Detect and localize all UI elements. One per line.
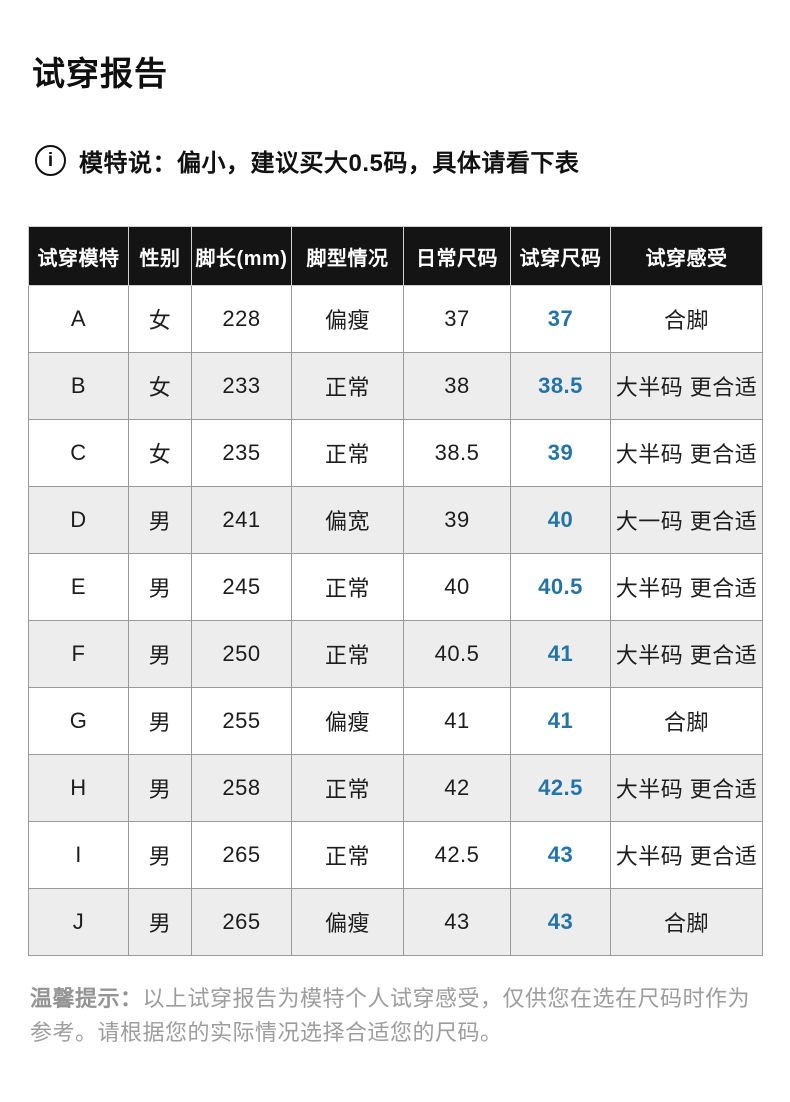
cell: C [28,419,129,487]
cell: 正常 [291,620,404,688]
cell: 241 [191,486,292,554]
cell: 偏瘦 [291,687,404,755]
cell: 39 [403,486,511,554]
cell: 大半码 更合适 [610,620,763,688]
cell: 正常 [291,821,404,889]
cell: 228 [191,285,292,353]
cell: J [28,888,129,956]
cell-fit-size: 40.5 [510,553,611,621]
cell: B [28,352,129,420]
cell: 258 [191,754,292,822]
cell: 男 [128,486,192,554]
cell: G [28,687,129,755]
footer-tip-text: 以上试穿报告为模特个人试穿感受，仅供您在选在尺码时作为参考。请根据您的实际情况选… [30,986,751,1045]
cell: 245 [191,553,292,621]
cell: 40.5 [403,620,511,688]
column-header: 日常尺码 [403,226,511,286]
cell: 男 [128,821,192,889]
page-title: 试穿报告 [32,55,168,92]
cell: 38.5 [403,419,511,487]
cell: 正常 [291,754,404,822]
cell: 大半码 更合适 [610,553,763,621]
table-row: I 男 265 正常 42.5 43 大半码 更合适 [28,821,763,889]
cell: 合脚 [610,285,763,353]
footer-tip-label: 温馨提示： [30,986,143,1011]
cell: A [28,285,129,353]
cell: 女 [128,419,192,487]
column-header: 试穿模特 [28,226,129,286]
info-icon: i [35,145,66,176]
model-notice: i 模特说：偏小，建议买大0.5码，具体请看下表 [28,143,762,178]
cell: 大一码 更合适 [610,486,763,554]
cell-fit-size: 43 [510,888,611,956]
column-header: 脚长(mm) [191,226,292,286]
model-notice-text: 模特说：偏小，建议买大0.5码，具体请看下表 [79,150,580,177]
table-row: E 男 245 正常 40 40.5 大半码 更合适 [28,553,763,621]
cell-fit-size: 38.5 [510,352,611,420]
table-row: J 男 265 偏瘦 43 43 合脚 [28,888,763,956]
cell: 男 [128,687,192,755]
cell: 正常 [291,419,404,487]
column-header: 试穿感受 [610,226,763,286]
cell: I [28,821,129,889]
cell: E [28,553,129,621]
cell: 255 [191,687,292,755]
table-row: B 女 233 正常 38 38.5 大半码 更合适 [28,352,763,420]
cell: 250 [191,620,292,688]
cell: 女 [128,285,192,353]
cell-fit-size: 40 [510,486,611,554]
table-row: C 女 235 正常 38.5 39 大半码 更合适 [28,419,763,487]
cell: 40 [403,553,511,621]
cell: 男 [128,620,192,688]
cell-fit-size: 41 [510,687,611,755]
cell-fit-size: 37 [510,285,611,353]
table-row: D 男 241 偏宽 39 40 大一码 更合适 [28,486,763,554]
cell: 男 [128,754,192,822]
fit-report-table: 试穿模特 性别 脚长(mm) 脚型情况 日常尺码 试穿尺码 试穿感受 A 女 228 偏瘦 37 37… [28,226,763,956]
cell: F [28,620,129,688]
column-header: 脚型情况 [291,226,404,286]
cell: 大半码 更合适 [610,352,763,420]
cell: 43 [403,888,511,956]
cell-fit-size: 39 [510,419,611,487]
table-row: G 男 255 偏瘦 41 41 合脚 [28,687,763,755]
cell: 42 [403,754,511,822]
cell: 男 [128,888,192,956]
cell: 37 [403,285,511,353]
cell: 大半码 更合适 [610,419,763,487]
cell: 38 [403,352,511,420]
footer-tip: 温馨提示：以上试穿报告为模特个人试穿感受，仅供您在选在尺码时作为参考。请根据您的… [28,982,762,1050]
cell: 合脚 [610,888,763,956]
cell: 265 [191,821,292,889]
table-row: A 女 228 偏瘦 37 37 合脚 [28,285,763,353]
cell-fit-size: 42.5 [510,754,611,822]
cell: 大半码 更合适 [610,754,763,822]
cell-fit-size: 41 [510,620,611,688]
cell: 265 [191,888,292,956]
cell: 41 [403,687,511,755]
cell: D [28,486,129,554]
table-row: H 男 258 正常 42 42.5 大半码 更合适 [28,754,763,822]
column-header: 试穿尺码 [510,226,611,286]
cell: 42.5 [403,821,511,889]
cell: 偏宽 [291,486,404,554]
cell: 正常 [291,553,404,621]
fit-report-page: 试穿报告 i 模特说：偏小，建议买大0.5码，具体请看下表 试穿模特 性别 脚长(m… [28,55,763,1050]
column-header: 性别 [128,226,192,286]
cell: 235 [191,419,292,487]
cell: 233 [191,352,292,420]
cell: 偏瘦 [291,285,404,353]
cell: 合脚 [610,687,763,755]
cell: H [28,754,129,822]
cell: 正常 [291,352,404,420]
cell: 女 [128,352,192,420]
cell: 偏瘦 [291,888,404,956]
table-header-row: 试穿模特 性别 脚长(mm) 脚型情况 日常尺码 试穿尺码 试穿感受 [28,226,763,286]
cell-fit-size: 43 [510,821,611,889]
cell: 男 [128,553,192,621]
cell: 大半码 更合适 [610,821,763,889]
table-row: F 男 250 正常 40.5 41 大半码 更合适 [28,620,763,688]
